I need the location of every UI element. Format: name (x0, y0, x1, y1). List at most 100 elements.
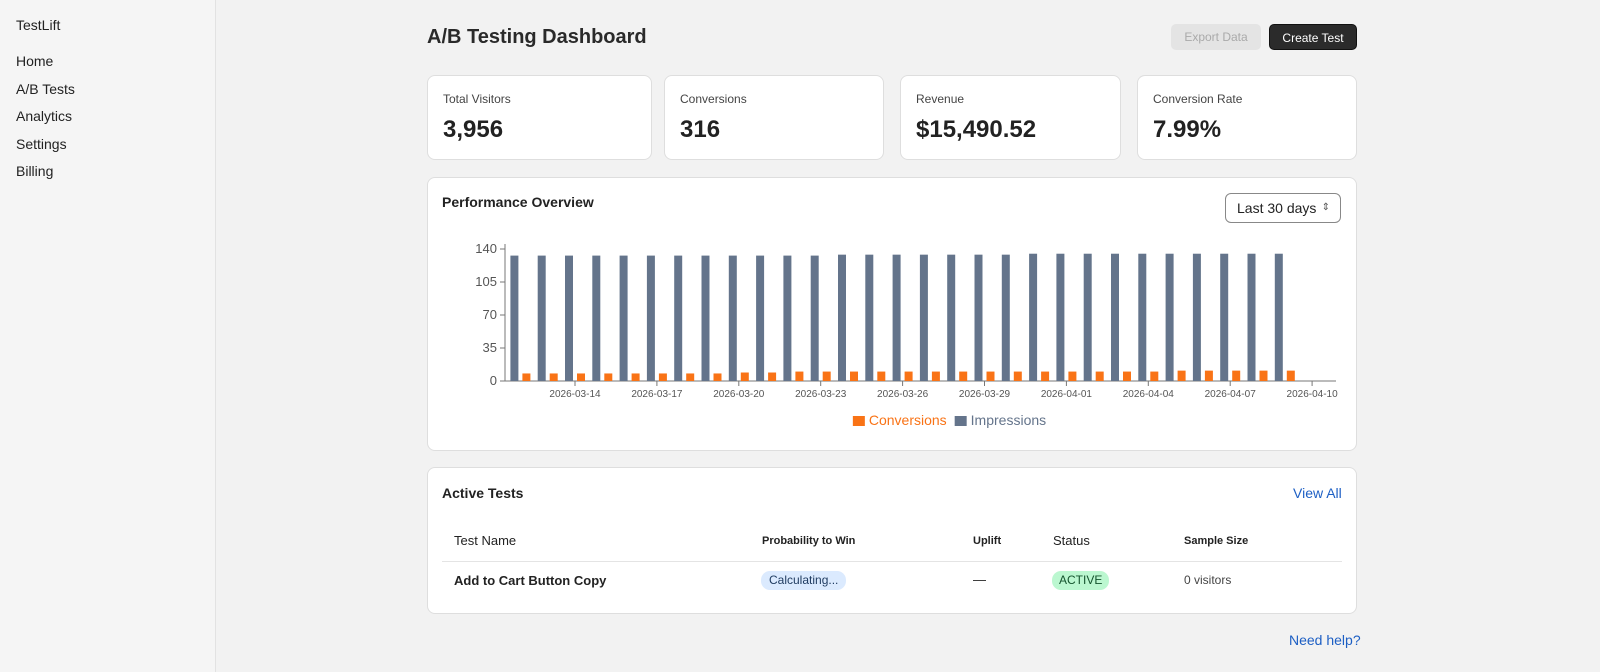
page-title: A/B Testing Dashboard (427, 26, 647, 48)
y-tick-label: 140 (475, 241, 497, 256)
card-title: Performance Overview (442, 194, 594, 210)
nav-link[interactable]: Analytics (16, 108, 73, 124)
x-tick-label: 2026-03-29 (959, 389, 1011, 400)
select-icon: ⇕ (1321, 202, 1330, 213)
stat-card: Conversions 316 (664, 75, 884, 160)
bar (850, 371, 858, 381)
bar (510, 255, 519, 381)
bar (631, 373, 640, 381)
bar (986, 371, 995, 381)
legend-label: Impressions (971, 412, 1046, 428)
bar (1111, 253, 1119, 381)
bar (931, 371, 940, 381)
bar (877, 371, 886, 381)
bar (1029, 253, 1038, 381)
bar (674, 255, 683, 381)
bar (838, 254, 846, 381)
bar (904, 371, 913, 381)
help-link[interactable]: Need help? (1289, 632, 1361, 648)
y-tick-label: 105 (475, 274, 497, 289)
sidebar: TestLift Home A/B Tests Analytics Settin… (0, 0, 216, 672)
bar (1056, 253, 1065, 381)
bar (1068, 371, 1077, 381)
bar (565, 255, 573, 381)
sample-size: 0 visitors (1184, 573, 1232, 587)
bar (1095, 371, 1104, 381)
x-tick-label: 2026-03-14 (549, 389, 601, 400)
nav-link[interactable]: Settings (16, 136, 67, 152)
performance-card (427, 177, 1357, 451)
create-test-button[interactable]: Create Test (1269, 24, 1357, 50)
nav-link[interactable]: Home (16, 53, 54, 69)
stat-card: Conversion Rate 7.99% (1137, 75, 1357, 160)
x-tick-label: 2026-04-04 (1123, 389, 1175, 400)
stat-value: 3,956 (443, 116, 504, 143)
bar (892, 254, 901, 381)
column-header: Uplift (973, 535, 1002, 547)
bar (795, 371, 804, 381)
stat-value: $15,490.52 (916, 116, 1037, 143)
stat-value: 316 (680, 116, 721, 143)
bar (947, 254, 956, 381)
column-header: Sample Size (1184, 535, 1249, 547)
x-tick-label: 2026-03-17 (631, 389, 683, 400)
y-tick-label: 35 (483, 340, 497, 355)
bar (810, 255, 819, 381)
bar (1286, 370, 1295, 381)
bar (592, 255, 601, 381)
range-select[interactable]: Last 30 days ⇕ (1225, 193, 1341, 223)
bar (919, 254, 928, 381)
legend-swatch (954, 416, 967, 426)
legend-swatch (852, 416, 865, 426)
bar (1259, 370, 1268, 381)
stat-label: Revenue (916, 92, 965, 106)
legend-label: Conversions (869, 412, 947, 428)
bar (1232, 370, 1241, 381)
column-header: Probability to Win (762, 535, 856, 547)
nav-link[interactable]: Billing (16, 163, 54, 179)
bar (1192, 253, 1201, 381)
stat-value: 7.99% (1153, 116, 1222, 143)
x-tick-label: 2026-03-20 (713, 389, 765, 400)
bar (537, 255, 546, 381)
stat-card: Total Visitors 3,956 (427, 75, 652, 160)
uplift: — (973, 572, 986, 587)
bar (1165, 253, 1174, 381)
probability-badge: Calculating... (761, 571, 847, 590)
bar (728, 255, 737, 381)
bar (1001, 254, 1010, 381)
export-button[interactable]: Export Data (1171, 24, 1261, 50)
bar (1177, 370, 1186, 381)
nav-link[interactable]: A/B Tests (16, 81, 75, 97)
bar (549, 373, 558, 381)
bar (865, 254, 874, 381)
bar (646, 255, 655, 381)
stat-label: Total Visitors (443, 92, 511, 106)
column-header: Status (1053, 533, 1090, 548)
bar (768, 372, 777, 381)
bar (701, 255, 710, 381)
bar (783, 255, 792, 381)
bar (1150, 371, 1159, 381)
brand: TestLift (16, 17, 61, 33)
bar (522, 373, 531, 381)
bar (1220, 253, 1229, 381)
bar (822, 371, 831, 381)
view-all-link[interactable]: View All (1293, 485, 1342, 501)
bar (686, 373, 695, 381)
bar (658, 373, 667, 381)
bar (756, 255, 765, 381)
bar (604, 373, 613, 381)
stat-label: Conversions (680, 92, 747, 106)
bar (1138, 253, 1147, 381)
bar (1204, 370, 1213, 381)
x-tick-label: 2026-04-07 (1205, 389, 1257, 400)
status-badge: ACTIVE (1052, 571, 1110, 590)
row-divider (442, 561, 1342, 562)
bar (577, 373, 585, 381)
x-tick-label: 2026-03-23 (795, 389, 847, 400)
bar (974, 254, 983, 381)
bar (1274, 253, 1283, 381)
column-header: Test Name (454, 533, 517, 548)
bar (713, 373, 722, 381)
